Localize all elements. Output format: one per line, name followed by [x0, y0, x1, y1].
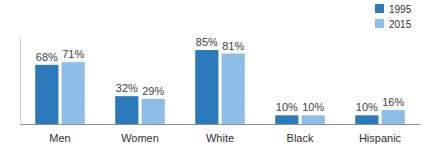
legend-swatch [375, 4, 384, 13]
x-tick: Black [287, 124, 314, 144]
x-tick-label: Hispanic [359, 132, 402, 144]
data-label: 29% [142, 85, 164, 97]
data-label: 16% [382, 96, 404, 108]
bars [35, 50, 405, 124]
x-axis: Men Women White Black Hispanic [21, 124, 421, 144]
x-tick-label: Women [121, 132, 159, 144]
data-label: 68% [36, 51, 58, 63]
bar [35, 65, 58, 124]
bar [382, 110, 405, 124]
bar [302, 115, 325, 124]
x-tick-label: Men [49, 132, 70, 144]
x-tick-label: White [206, 132, 234, 144]
x-tick: White [206, 124, 234, 144]
y-axis-line [20, 38, 21, 125]
chart-container: 68% 32% 85% 10% 10% 71% 29% 81% 10% 16% Men Women Wh… [0, 0, 423, 155]
bar [275, 115, 298, 124]
x-tick: Hispanic [359, 124, 402, 144]
legend-label: 2015 [389, 19, 412, 30]
data-label: 10% [276, 101, 298, 113]
data-label: 32% [116, 82, 138, 94]
legend-item: 1995 [375, 4, 412, 15]
data-label: 10% [356, 101, 378, 113]
legend: 1995 2015 [375, 4, 412, 30]
chart: 68% 32% 85% 10% 10% 71% 29% 81% 10% 16% Men Women Wh… [0, 0, 423, 155]
data-label: 71% [62, 48, 84, 60]
bar [115, 96, 138, 124]
data-label: 85% [196, 36, 218, 48]
x-tick-label: Black [287, 132, 314, 144]
bar [222, 54, 245, 124]
y-axis [20, 38, 21, 125]
bar [195, 50, 218, 124]
bar [142, 99, 165, 124]
legend-item: 2015 [375, 19, 412, 30]
legend-label: 1995 [389, 4, 412, 15]
data-label: 81% [222, 40, 244, 52]
bar [355, 115, 378, 124]
bar [62, 62, 85, 124]
x-tick: Women [121, 124, 159, 144]
legend-swatch [375, 19, 384, 28]
data-label: 10% [302, 101, 324, 113]
x-axis-line [21, 124, 421, 125]
x-tick: Men [49, 124, 70, 144]
data-labels: 68% 32% 85% 10% 10% 71% 29% 81% 10% 16% [36, 36, 405, 113]
